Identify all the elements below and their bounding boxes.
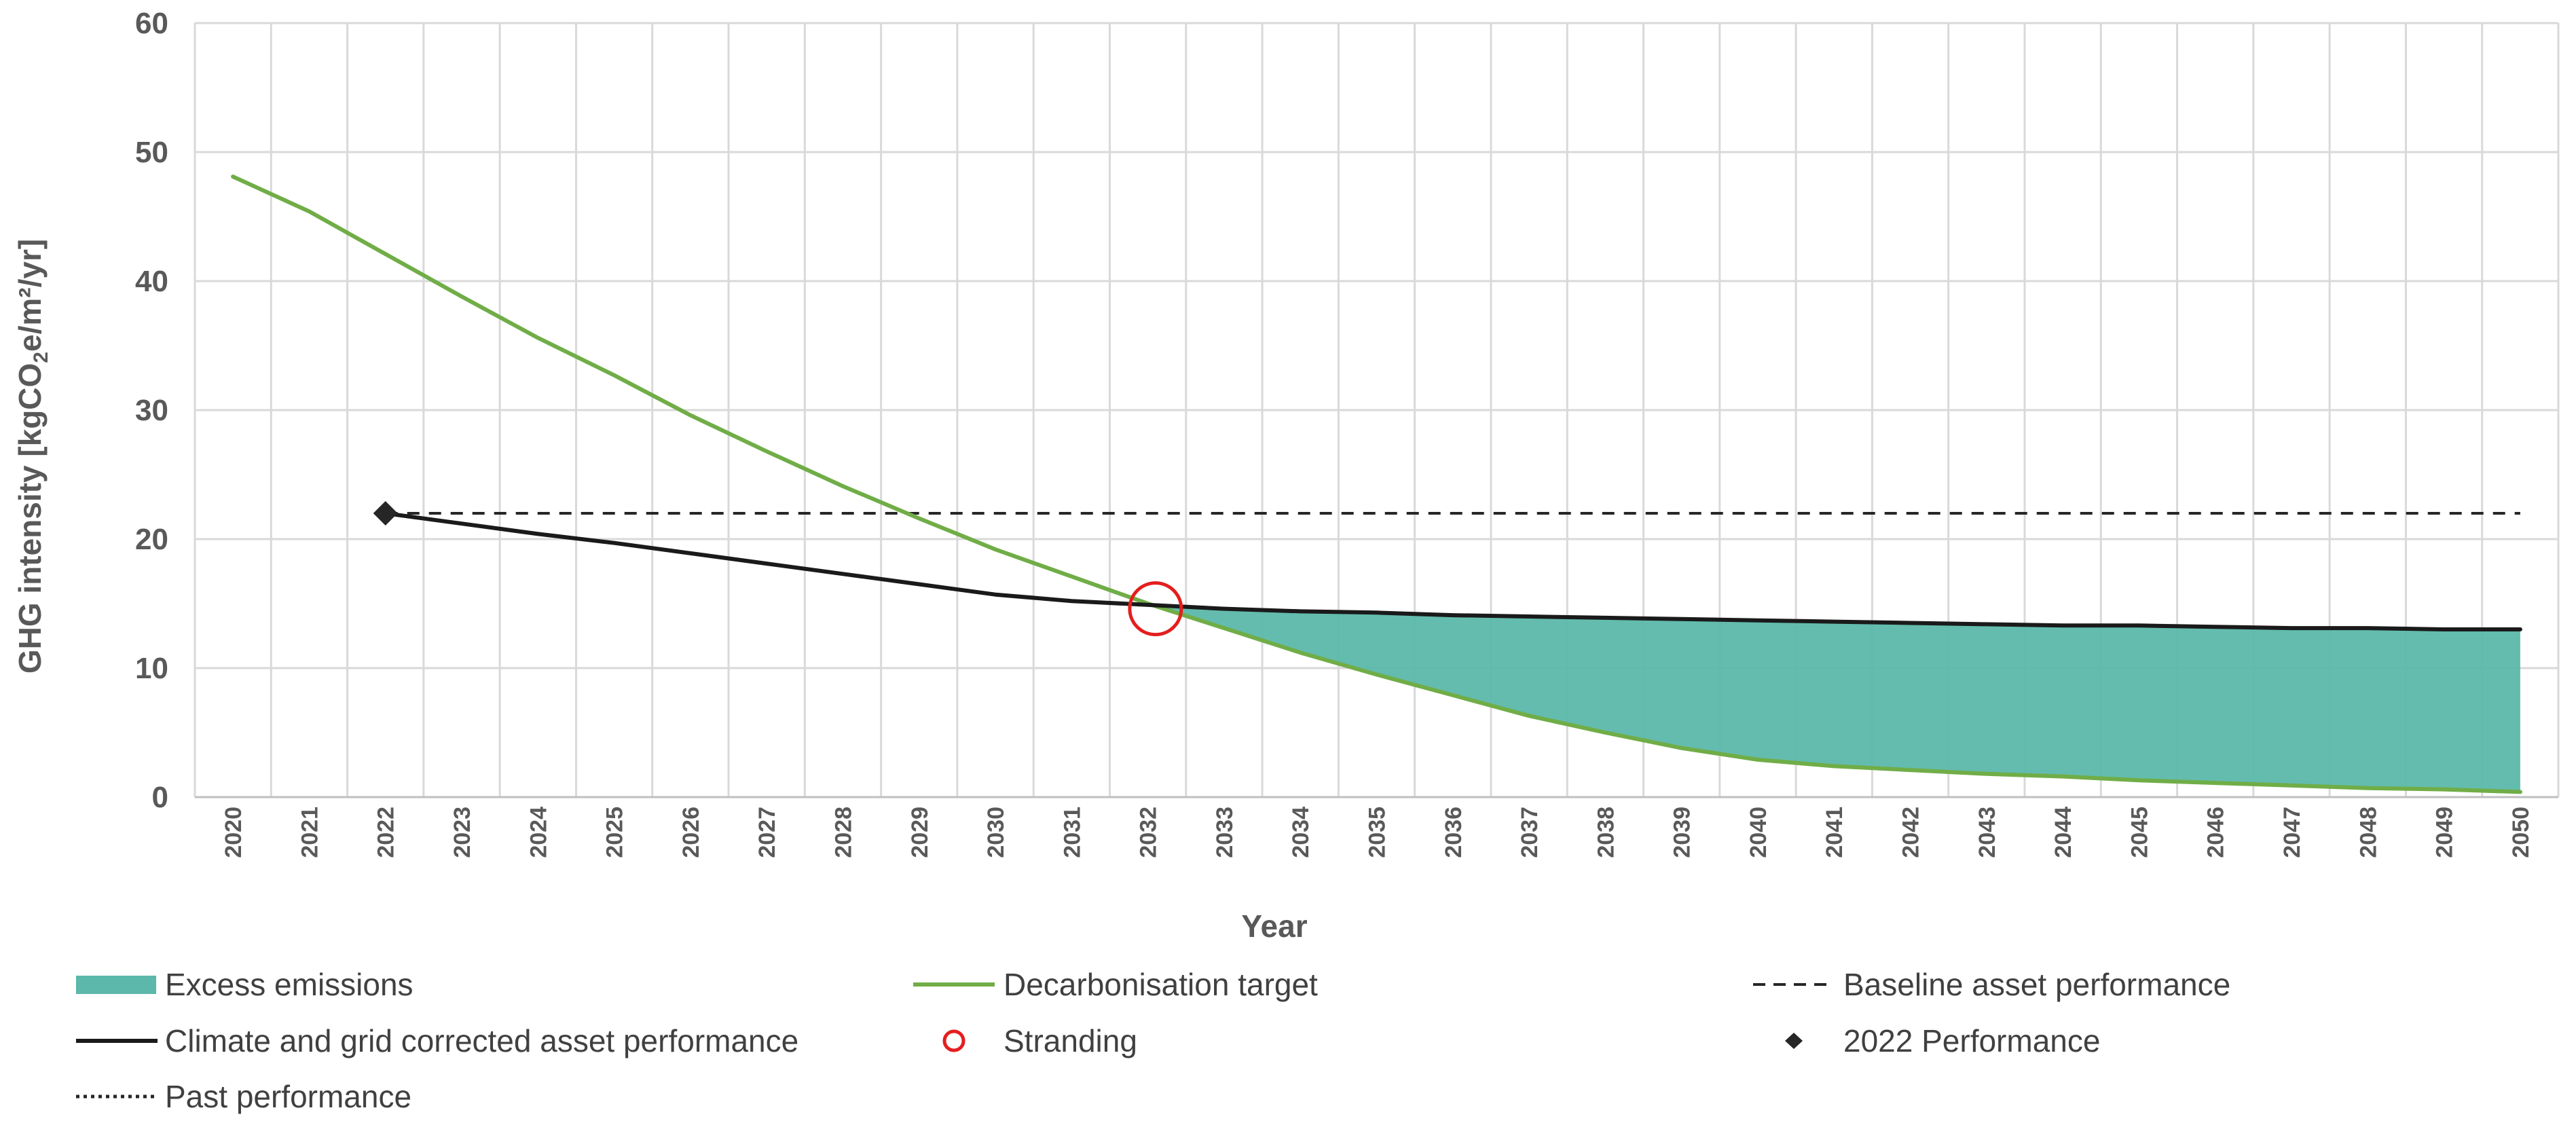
y-tick-label: 60 [135,7,168,40]
x-tick-label: 2034 [1288,807,1314,858]
legend-swatch-area [76,976,156,994]
x-tick-label: 2023 [449,807,475,858]
x-tick-label: 2046 [2203,807,2229,858]
x-tick-label: 2020 [221,807,246,858]
marker-layer [373,501,1183,637]
series-line-climate-and-grid-corrected-asset-performance [383,511,2522,631]
x-tick-label: 2026 [678,807,704,858]
legend-label-excess-emissions: Excess emissions [165,967,413,1002]
stranding-marker-icon [1128,581,1183,637]
legend-swatch-circle-icon [942,1029,965,1052]
x-tick-label: 2028 [830,807,856,858]
series-line-decarbonisation-target [231,174,2522,794]
x-tick-label: 2032 [1136,807,1162,858]
series-layer [231,174,2522,794]
y-axis-title-suffix: e/m²/yr] [12,239,48,352]
performance-2022-diamond-icon [373,501,398,526]
legend-item-climate-grid-corrected[interactable]: Climate and grid corrected asset perform… [76,1023,798,1058]
legend-item-baseline-asset-performance[interactable]: Baseline asset performance [1753,967,2230,1002]
x-tick-label: 2045 [2127,807,2152,858]
legend-label-decarbonisation-target: Decarbonisation target [1004,967,1318,1002]
legend-label-2022-performance: 2022 Performance [1843,1023,2100,1058]
y-tick-label: 10 [135,652,168,685]
y-tick-label: 20 [135,523,168,556]
x-tick-label: 2031 [1059,807,1085,858]
legend-label-stranding: Stranding [1004,1023,1137,1058]
legend-item-decarbonisation-target[interactable]: Decarbonisation target [913,967,1318,1002]
x-axis-title: Year [1241,908,1307,944]
legend: Excess emissions Decarbonisation target … [76,967,2230,1114]
x-tick-label: 2037 [1517,807,1543,858]
y-axis-title-subscript: 2 [30,352,52,363]
area-layer [1147,604,2520,792]
legend-swatch-diamond-icon [1785,1033,1803,1049]
y-axis-title: GHG intensity [kgCO2e/m²/yr] [12,239,52,674]
y-tick-labels: 0 10 20 30 40 50 60 [135,7,168,814]
x-tick-label: 2039 [1670,807,1695,858]
x-tick-label: 2047 [2279,807,2305,858]
legend-item-stranding[interactable]: Stranding [942,1023,1137,1058]
x-tick-label: 2033 [1212,807,1238,858]
legend-item-excess-emissions[interactable]: Excess emissions [76,967,413,1002]
x-tick-label: 2024 [526,807,551,858]
x-tick-label: 2021 [297,807,323,858]
legend-label-past-performance: Past performance [165,1079,411,1114]
legend-item-2022-performance[interactable]: 2022 Performance [1785,1023,2100,1058]
y-tick-label: 40 [135,265,168,298]
x-tick-label: 2025 [602,807,628,858]
x-tick-label: 2035 [1365,807,1391,858]
legend-label-climate-grid-corrected: Climate and grid corrected asset perform… [165,1023,798,1058]
legend-item-past-performance[interactable]: Past performance [76,1079,411,1114]
legend-label-baseline-asset-performance: Baseline asset performance [1843,967,2230,1002]
y-tick-label: 0 [152,781,168,814]
y-tick-label: 50 [135,136,168,169]
x-tick-label: 2048 [2355,807,2381,858]
x-tick-label: 2040 [1746,807,1771,858]
x-tick-label: 2027 [754,807,780,858]
x-tick-label: 2044 [2050,807,2076,858]
x-tick-label: 2049 [2432,807,2458,858]
x-tick-label: 2029 [907,807,933,858]
x-tick-label: 2038 [1593,807,1619,858]
x-tick-label: 2030 [983,807,1009,858]
y-axis-title-prefix: GHG intensity [kgCO [12,363,48,674]
excess-emissions-area [1147,604,2520,792]
x-tick-label: 2041 [1822,807,1847,858]
x-tick-label: 2043 [1974,807,2000,858]
x-tick-label: 2036 [1441,807,1467,858]
x-tick-labels: 2020 2021 2022 2023 2024 2025 2026 2027 2028 2029… [221,807,2534,858]
x-tick-label: 2042 [1898,807,1924,858]
y-tick-label: 30 [135,394,168,427]
x-tick-label: 2050 [2508,807,2534,858]
x-tick-label: 2022 [373,807,399,858]
